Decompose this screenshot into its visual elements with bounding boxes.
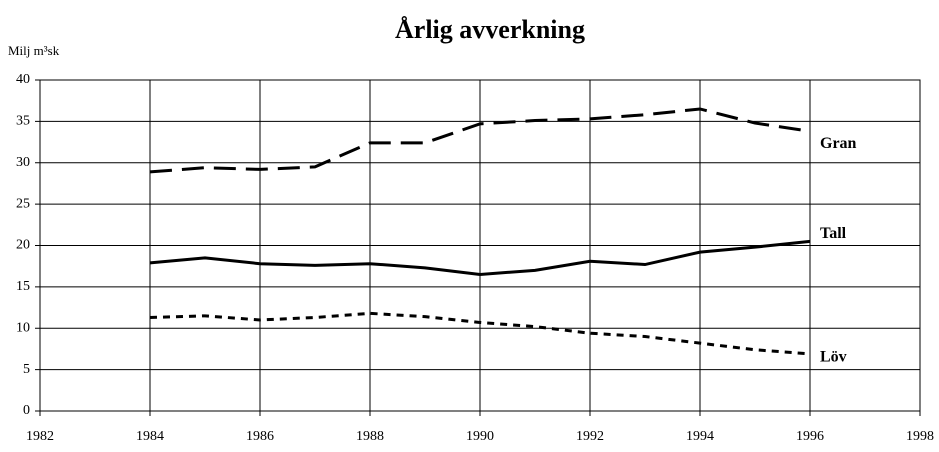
x-tick-label: 1994: [686, 429, 714, 444]
line-series: [149, 311, 811, 356]
y-tick-label: 5: [23, 362, 30, 377]
x-tick-label: 1996: [796, 429, 824, 444]
line-series: [149, 239, 811, 276]
x-tick-label: 1982: [26, 429, 54, 444]
line-series: [149, 107, 811, 174]
x-tick-label: 1984: [136, 429, 164, 444]
x-tick-label: 1990: [466, 429, 494, 444]
x-tick-label: 1988: [356, 429, 384, 444]
series-label: Löv: [820, 349, 847, 366]
x-tick-label: 1998: [906, 429, 934, 444]
label-bg: [818, 135, 860, 154]
y-tick-label: 30: [16, 155, 30, 170]
label-bg: [818, 348, 860, 367]
series-label: Gran: [820, 135, 857, 152]
y-tick-label: 40: [16, 72, 30, 87]
x-tick-label: 1986: [246, 429, 274, 444]
x-tick-label: 1992: [576, 429, 604, 444]
chart-title: Årlig avverkning: [395, 15, 585, 44]
y-tick-label: 35: [16, 114, 30, 129]
y-tick-label: 20: [16, 238, 30, 253]
y-tick-label: 10: [16, 320, 30, 335]
series-label: Tall: [820, 225, 847, 242]
y-tick-label: 0: [23, 403, 30, 418]
y-tick-label: 15: [16, 279, 30, 294]
y-axis-label: Milj m³sk: [8, 43, 60, 58]
label-bg: [818, 225, 860, 244]
y-tick-label: 25: [16, 196, 30, 211]
